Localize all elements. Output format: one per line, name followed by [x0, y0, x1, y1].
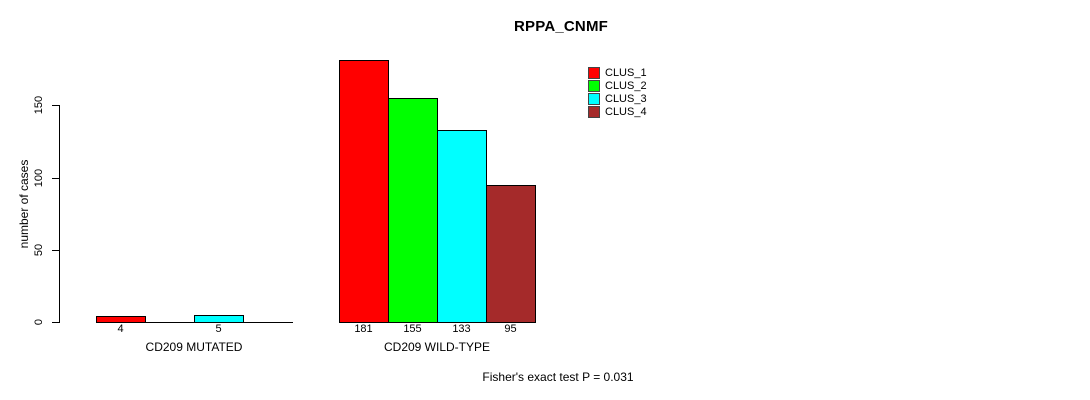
legend-item-clus_4: CLUS_4 — [588, 105, 647, 118]
y-axis-tick-label: 150 — [33, 95, 45, 115]
group-label: CD209 MUTATED — [145, 340, 243, 354]
bar-clus_3-mutated — [194, 315, 244, 323]
y-axis-label: number of cases — [17, 159, 31, 249]
bar-clus_3-wild-type — [437, 130, 487, 323]
y-axis-tick-label: 100 — [33, 168, 45, 188]
chart-title: RPPA_CNMF — [513, 18, 609, 35]
legend-label: CLUS_3 — [605, 92, 647, 105]
y-axis-tick-label: 50 — [33, 243, 45, 257]
legend-item-clus_1: CLUS_1 — [588, 66, 647, 79]
y-axis-line — [59, 105, 60, 323]
bar-clus_2-wild-type — [388, 98, 438, 323]
y-axis-tick-label: 0 — [33, 318, 45, 326]
y-axis-tick — [52, 250, 59, 251]
bar-value-label: 5 — [215, 323, 222, 335]
legend: CLUS_1 CLUS_2 CLUS_3 CLUS_4 — [588, 66, 647, 118]
legend-item-clus_2: CLUS_2 — [588, 79, 647, 92]
bar-value-label: 133 — [452, 323, 471, 335]
legend-label: CLUS_2 — [605, 79, 647, 92]
legend-label: CLUS_1 — [605, 66, 647, 79]
legend-item-clus_3: CLUS_3 — [588, 92, 647, 105]
group-label: CD209 WILD-TYPE — [383, 340, 491, 354]
y-axis-tick — [52, 322, 59, 323]
bar-value-label: 181 — [354, 323, 373, 335]
y-axis-tick — [52, 105, 59, 106]
bar-clus_4-wild-type — [486, 185, 536, 323]
bar-clus_1-mutated — [96, 316, 146, 323]
legend-swatch-icon — [588, 66, 600, 79]
bar-clus_1-wild-type — [339, 60, 389, 323]
legend-swatch-icon — [588, 92, 600, 105]
bar-value-label: 95 — [504, 323, 517, 335]
legend-swatch-icon — [588, 79, 600, 92]
bar-value-label: 4 — [117, 323, 124, 335]
fisher-test-annotation: Fisher's exact test P = 0.031 — [482, 370, 634, 384]
bar-value-label: 155 — [403, 323, 422, 335]
legend-swatch-icon — [588, 105, 600, 118]
y-axis-tick — [52, 178, 59, 179]
legend-label: CLUS_4 — [605, 105, 647, 118]
